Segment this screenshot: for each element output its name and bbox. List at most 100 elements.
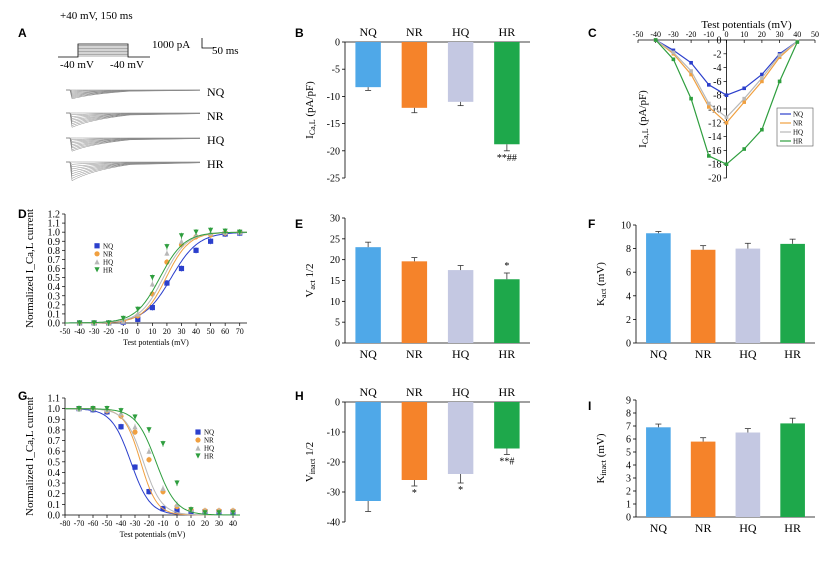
- legend-entry: NR: [103, 250, 113, 258]
- panel-label-g: G: [18, 389, 27, 403]
- fit-curve-nq: [65, 408, 240, 516]
- y-tick-label: 0.3: [48, 291, 61, 302]
- legend-entry: HQ: [204, 445, 214, 453]
- category-label: HR: [784, 521, 801, 535]
- panel-label-b: B: [295, 26, 304, 40]
- panel-d-chart: -50 -40 -30 -20 -10 0 10 20 30 40 50 60 700.00.10.20…: [24, 209, 248, 347]
- data-point: [146, 427, 152, 433]
- category-label: HR: [499, 25, 516, 39]
- category-label: HR: [499, 385, 516, 399]
- data-point: [222, 228, 228, 234]
- y-tick-label: 0.5: [48, 273, 61, 284]
- data-point: [178, 238, 185, 244]
- trace-label-hr: HR: [207, 157, 224, 171]
- current-trace: [66, 161, 201, 177]
- y-tick-label: 0: [626, 513, 631, 524]
- data-point: [724, 162, 729, 166]
- x-tick-label: 30: [177, 327, 185, 336]
- y-tick-label: 0: [335, 398, 340, 409]
- legend-entry: NR: [793, 120, 803, 128]
- y-tick-label: 15: [330, 276, 340, 287]
- fit-curve-hr: [64, 408, 240, 516]
- panel-b-chart: 0 -5 -10 -15 -20 -25 NQ NR HQ HR **## ICa,L (pA/pF): [304, 25, 530, 185]
- x-tick-label: 0: [136, 327, 140, 336]
- bar-nr: [401, 261, 428, 343]
- category-label: NR: [695, 521, 712, 535]
- y-tick-label: 0.7: [48, 255, 61, 266]
- bar-nq: [646, 233, 671, 343]
- x-tick-label: -50: [633, 30, 644, 39]
- x-tick-label: 20: [163, 327, 171, 336]
- y-tick-label: 0.8: [48, 246, 61, 257]
- data-point: [178, 233, 185, 239]
- bar-nq: [355, 402, 381, 501]
- y-tick-label: 25: [330, 234, 340, 245]
- data-point: [91, 320, 97, 326]
- x-tick-label: -10: [118, 327, 129, 336]
- data-point: [653, 38, 658, 42]
- panel-e-chart: 0 5 10 15 20 25 30 NQ NR HQ HR * Vact 1/2: [304, 214, 530, 361]
- data-point: [216, 510, 222, 516]
- data-point: [760, 76, 764, 80]
- y-tick-label: 0.0: [48, 319, 61, 330]
- y-tick-label: 1.0: [48, 228, 61, 239]
- voltage-protocol: [58, 43, 150, 58]
- y-tick-label: 8: [626, 244, 631, 255]
- data-point: [76, 320, 83, 326]
- y-tick-label: 6: [626, 268, 631, 279]
- y-axis-label: Normalized I_Ca,L current: [24, 397, 36, 516]
- panel-g-chart: -80 -70 -60 -50 -40 -30 -20 -10 0 10 20 30 400.00.10…: [24, 394, 240, 539]
- data-point: [689, 69, 693, 73]
- data-point: [149, 281, 155, 287]
- x-tick-label: -40: [650, 30, 661, 39]
- current-trace: [66, 161, 201, 167]
- category-label: NQ: [650, 347, 668, 361]
- data-point: [195, 437, 201, 443]
- data-point: [132, 429, 138, 435]
- current-trace: [66, 161, 201, 170]
- x-tick-label: 70: [236, 327, 244, 336]
- y-tick-label: 1: [626, 500, 631, 511]
- y-tick-label: 4: [626, 461, 631, 472]
- bar-hr: [494, 279, 520, 343]
- data-point: [94, 251, 100, 257]
- x-tick-label: -10: [158, 519, 169, 528]
- current-trace: [66, 112, 201, 128]
- panel-label-h: H: [295, 389, 304, 403]
- y-tick-label: 0: [335, 38, 340, 49]
- x-tick-label: 50: [207, 327, 215, 336]
- data-point: [164, 280, 170, 286]
- x-tick-label: 30: [776, 30, 784, 39]
- data-point: [208, 227, 214, 233]
- x-tick-label: 10: [740, 30, 748, 39]
- data-point: [742, 147, 746, 151]
- y-tick-label: -15: [327, 119, 340, 130]
- bar-hq: [447, 270, 474, 343]
- x-tick-label: -30: [668, 30, 679, 39]
- data-point: [707, 83, 711, 87]
- legend-entry: HR: [793, 138, 803, 146]
- current-trace: [66, 112, 201, 126]
- x-tick-label: -20: [686, 30, 697, 39]
- y-tick-label: 0: [335, 339, 340, 350]
- current-trace: [66, 161, 201, 179]
- data-point: [777, 55, 782, 60]
- data-point: [742, 86, 746, 91]
- x-tick-label: -80: [60, 519, 71, 528]
- category-label: NR: [406, 347, 423, 361]
- x-tick-label: -70: [74, 519, 85, 528]
- y-tick-label: 0.0: [48, 511, 61, 522]
- y-axis-label: Vinact 1/2: [304, 442, 317, 482]
- y-tick-label: 0.3: [48, 479, 61, 490]
- y-axis-label: Vact 1/2: [304, 263, 317, 297]
- legend-entry: NR: [204, 437, 214, 445]
- data-point: [90, 406, 96, 412]
- data-point: [724, 121, 729, 125]
- y-tick-label: 20: [330, 255, 340, 266]
- data-point: [195, 445, 201, 451]
- data-point: [777, 79, 782, 84]
- x-tick-label: 60: [221, 327, 229, 336]
- data-point: [707, 154, 711, 158]
- current-trace: [66, 161, 201, 165]
- data-point: [760, 127, 764, 132]
